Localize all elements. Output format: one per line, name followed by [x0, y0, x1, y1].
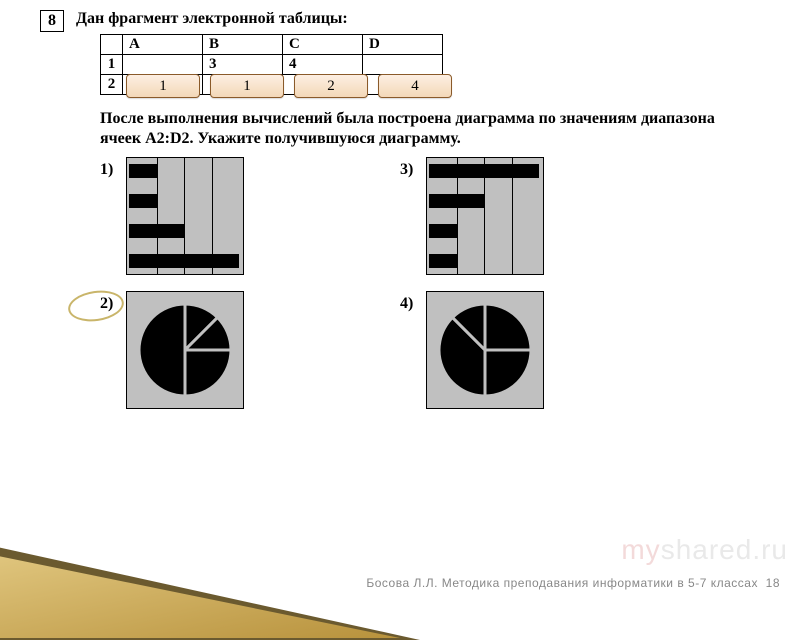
answer-overlay-row: 1 1 2 4 [126, 74, 452, 98]
option-label: 3) [400, 157, 426, 179]
instruction-text: После выполнения вычислений была построе… [100, 109, 740, 149]
watermark-part: my [621, 534, 660, 565]
row-header: 1 [101, 55, 123, 75]
option-2: 2) [100, 291, 380, 421]
decorative-wedge [0, 420, 440, 640]
col-header: C [283, 35, 363, 55]
option-label: 4) [400, 291, 426, 313]
answer-cell: 2 [294, 74, 368, 98]
watermark-part: .ru [752, 534, 788, 565]
option-4: 4) [400, 291, 680, 421]
col-header: A [123, 35, 203, 55]
answer-cell: 1 [210, 74, 284, 98]
footer-page: 18 [766, 576, 780, 590]
option-1: 1) [100, 157, 380, 287]
watermark-part: shared [661, 534, 753, 565]
answer-cell: 4 [378, 74, 452, 98]
footer: Босова Л.Л. Методика преподавания информ… [366, 576, 780, 590]
watermark: myshared.ru [621, 534, 788, 566]
cell [123, 55, 203, 75]
spreadsheet-fragment: A B C D 1 3 4 2 1 1 2 [100, 34, 760, 95]
bar-chart-1 [126, 157, 244, 275]
cell: 3 [203, 55, 283, 75]
bar-chart-3 [426, 157, 544, 275]
cell [363, 55, 443, 75]
footer-author: Босова Л.Л. Методика преподавания информ… [366, 576, 758, 590]
option-label: 1) [100, 157, 126, 179]
prompt-text: Дан фрагмент электронной таблицы: [76, 10, 348, 28]
option-3: 3) [400, 157, 680, 287]
cell: 4 [283, 55, 363, 75]
question-number-box: 8 [40, 10, 64, 32]
row-header: 2 [101, 75, 123, 95]
col-header: B [203, 35, 283, 55]
col-header: D [363, 35, 443, 55]
options-grid: 1) 3) 2) 4) [100, 157, 760, 421]
pie-chart-2 [126, 291, 244, 409]
answer-cell: 1 [126, 74, 200, 98]
pie-chart-4 [426, 291, 544, 409]
table-corner [101, 35, 123, 55]
correct-answer-ellipse [66, 287, 126, 325]
